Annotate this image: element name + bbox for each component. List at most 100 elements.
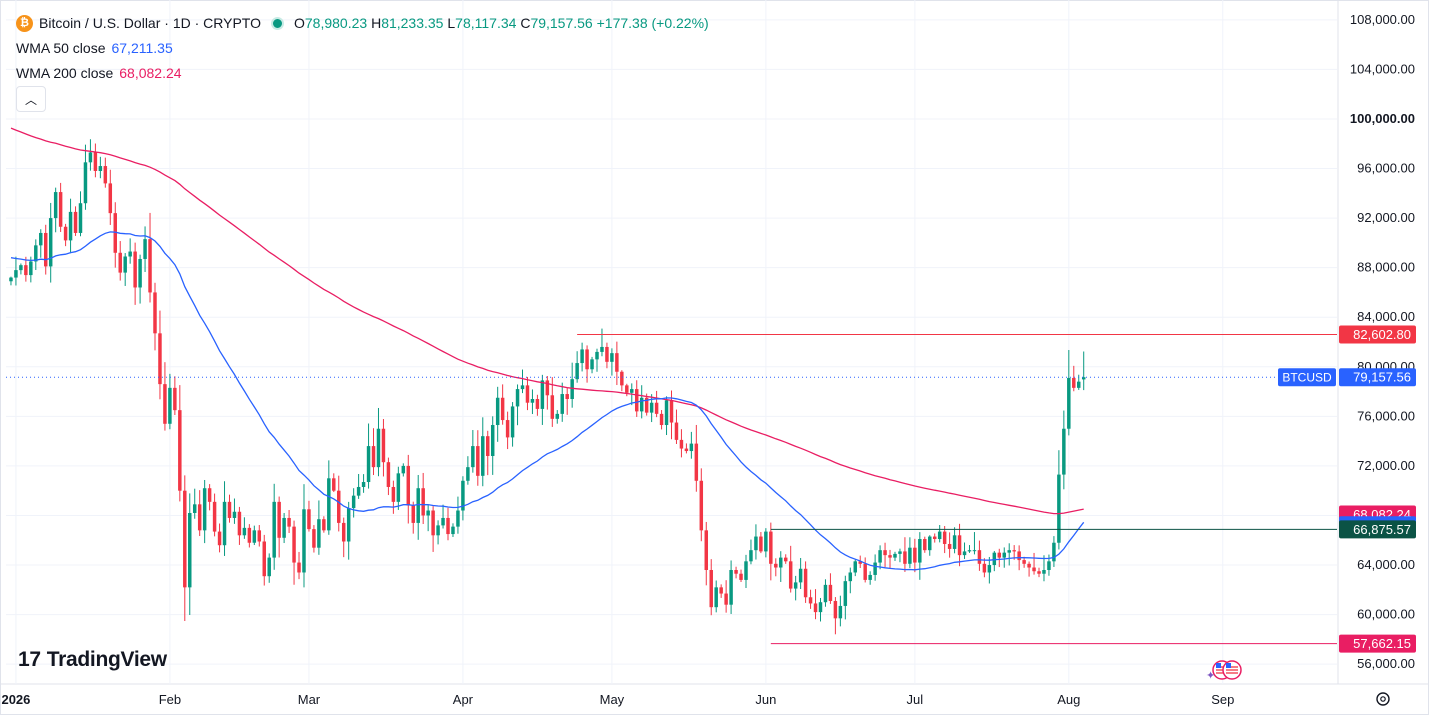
candle-body <box>1057 474 1061 543</box>
candle-body <box>197 504 202 531</box>
y-tick-label: 104,000.00 <box>1350 61 1415 76</box>
candle-body <box>391 486 396 502</box>
candle-body <box>421 488 425 516</box>
candle-body <box>863 563 867 580</box>
candle-body <box>580 349 584 364</box>
candle-body <box>471 446 475 468</box>
symbol-label-bg <box>1278 368 1336 387</box>
candle-body <box>287 517 291 527</box>
wma200-value: 68,082.24 <box>119 65 182 81</box>
y-tick-label: 108,000.00 <box>1350 12 1415 27</box>
tradingview-logo-text: TradingView <box>46 648 167 671</box>
x-tick-label: Mar <box>298 692 321 707</box>
candle-body <box>1027 563 1031 568</box>
price-label-bg <box>1339 368 1416 387</box>
gear-inner <box>1380 696 1386 702</box>
candle-body <box>659 413 664 426</box>
candle-body <box>297 562 301 573</box>
candle-body <box>133 251 137 288</box>
candle-body <box>272 501 276 558</box>
candle-body <box>595 351 599 360</box>
candle-body <box>1047 561 1051 570</box>
tradingview-logo[interactable]: 17 TradingView <box>18 648 167 672</box>
candle-body <box>416 488 420 523</box>
candle-body <box>461 480 465 511</box>
candle-body <box>928 536 932 551</box>
candle-body <box>689 443 694 452</box>
candle-body <box>43 232 48 267</box>
candle-body <box>466 467 470 481</box>
candle-body <box>183 490 187 588</box>
y-tick-label: 56,000.00 <box>1357 656 1415 671</box>
candle-body <box>878 550 882 563</box>
wma200-legend[interactable]: WMA 200 close 68,082.24 <box>16 61 709 86</box>
candle-body <box>222 501 227 546</box>
candle-body <box>893 553 897 558</box>
candle-body <box>188 513 192 588</box>
candle-body <box>888 555 892 558</box>
candle-body <box>356 486 361 496</box>
candle-body <box>704 530 709 570</box>
candle-body <box>113 213 117 253</box>
candle-body <box>486 436 490 456</box>
candle-body <box>361 482 366 487</box>
wma50-value: 67,211.35 <box>111 40 173 56</box>
candle-body <box>803 568 808 598</box>
symbol-row[interactable]: ₿ Bitcoin / U.S. Dollar · 1D · CRYPTO O7… <box>16 11 709 36</box>
candle-body <box>252 530 257 543</box>
candle-body <box>495 397 500 426</box>
candle-body <box>351 495 356 509</box>
price-label: 79,157.56 <box>1353 370 1411 385</box>
candle-body <box>744 561 748 580</box>
candle-body <box>977 550 982 564</box>
candle-body <box>719 587 723 594</box>
candle-body <box>699 480 704 531</box>
candle-body <box>73 211 78 233</box>
candle-body <box>774 563 778 568</box>
tradingview-logo-mark: 17 <box>18 648 41 671</box>
candle-body <box>545 380 550 396</box>
candle-body <box>366 446 371 483</box>
candle-body <box>769 531 773 564</box>
y-tick-label: 92,000.00 <box>1357 210 1415 225</box>
x-tick-label: May <box>600 692 625 707</box>
candle-body <box>694 443 699 481</box>
candle-body <box>143 239 147 259</box>
candle-body <box>396 473 401 502</box>
candle-body <box>674 422 679 440</box>
candle-body <box>600 346 604 352</box>
candle-body <box>520 385 525 390</box>
wma50-legend[interactable]: WMA 50 close 67,211.35 <box>16 36 709 61</box>
candle-body <box>341 522 346 542</box>
y-tick-label: 64,000.00 <box>1357 557 1415 572</box>
candle-body <box>957 535 962 556</box>
candle-body <box>48 218 53 267</box>
candle-body <box>783 557 788 562</box>
candle-body <box>982 563 987 573</box>
wma200-line <box>10 127 1084 515</box>
candle-body <box>754 536 758 551</box>
candle-body <box>625 385 629 393</box>
candle-body <box>530 399 535 403</box>
symbol-title[interactable]: Bitcoin / U.S. Dollar · 1D · CRYPTO <box>39 15 261 31</box>
collapse-legend-button[interactable]: ︿ <box>16 86 46 112</box>
candle-body <box>332 478 336 491</box>
candle-body <box>793 582 798 589</box>
ohlc-values: O78,980.23 H81,233.35 L78,117.34 C79,157… <box>293 15 709 31</box>
candle-body <box>962 551 967 556</box>
candle-body <box>565 394 569 399</box>
candle-body <box>883 550 887 556</box>
candle-body <box>1037 571 1041 574</box>
candle-body <box>992 552 997 566</box>
candle-body <box>232 511 237 518</box>
candle-body <box>555 413 560 419</box>
candle-body <box>123 256 127 273</box>
candle-body <box>436 525 440 536</box>
candle-body <box>605 346 609 362</box>
y-tick-label: 60,000.00 <box>1357 607 1415 622</box>
candle-body <box>322 519 326 531</box>
candle-body <box>505 420 510 438</box>
wma50-label: WMA 50 close <box>16 40 106 56</box>
